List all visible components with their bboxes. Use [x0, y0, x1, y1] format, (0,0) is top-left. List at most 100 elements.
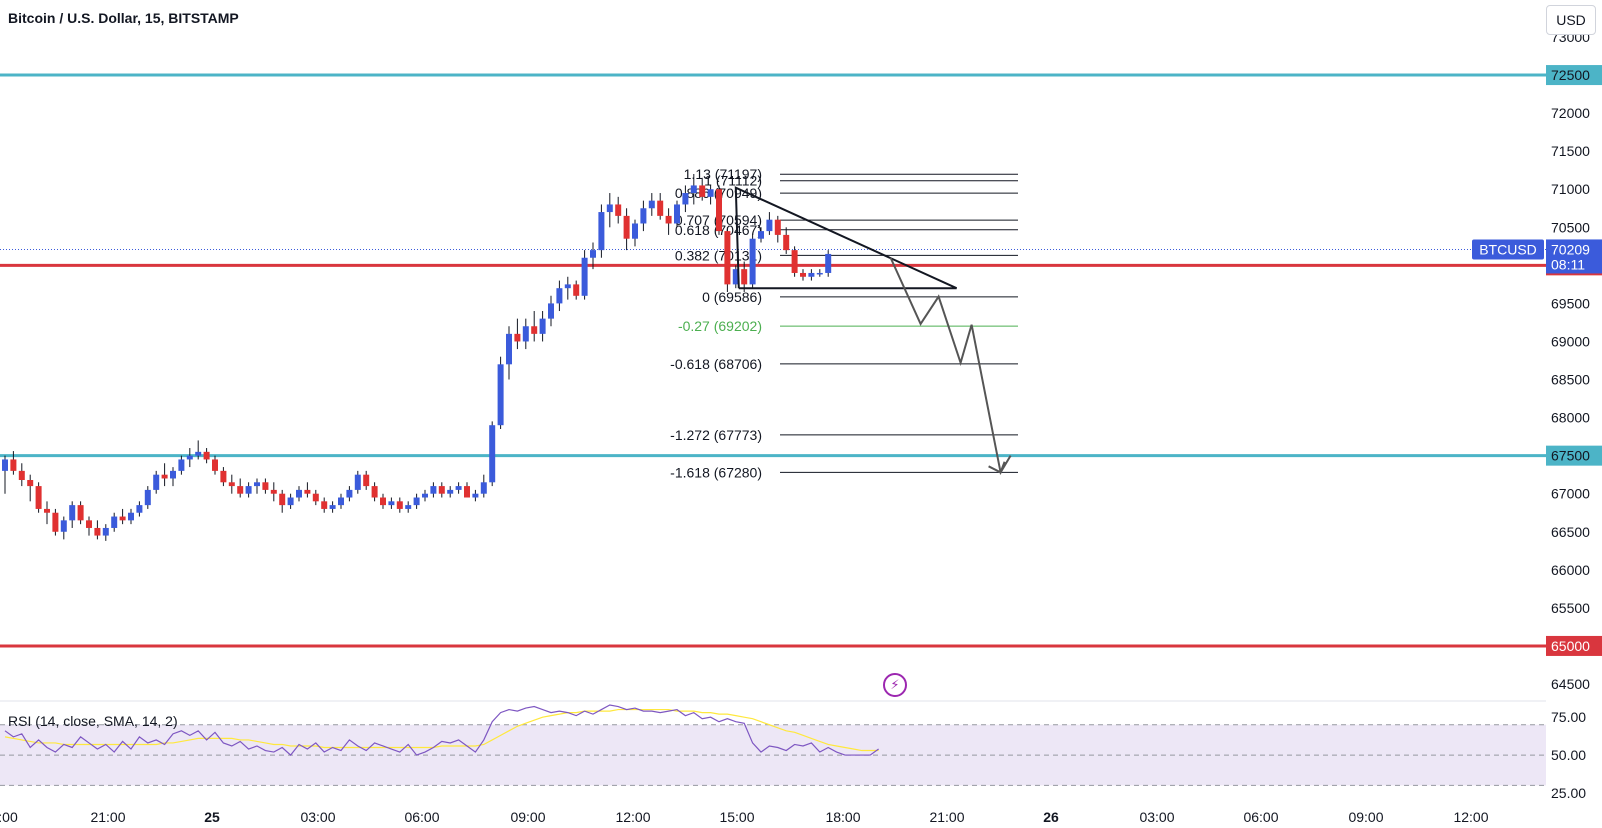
candle-body — [564, 284, 571, 289]
candle — [262, 478, 269, 494]
candle-body — [766, 219, 773, 232]
candle-body — [380, 497, 386, 506]
candle-body — [144, 489, 151, 506]
candle — [598, 204, 605, 258]
candle — [707, 185, 714, 205]
price-tick-label: 69500 — [1551, 295, 1590, 311]
candle — [632, 219, 638, 247]
candle-body — [758, 231, 764, 239]
candle-body — [119, 516, 126, 521]
candle — [522, 318, 529, 350]
candle-body — [329, 505, 336, 509]
candle-body — [682, 193, 689, 205]
candle — [338, 493, 344, 509]
candle — [94, 520, 101, 540]
candle — [648, 193, 655, 216]
fib-label-5: 0.382 (70131) — [675, 247, 762, 263]
candle — [489, 421, 496, 487]
candle — [380, 493, 386, 509]
rsi-label: RSI (14, close, SMA, 14, 2) — [8, 713, 178, 729]
candle-body — [648, 200, 655, 209]
candle-body — [581, 257, 588, 296]
price-tick-label: 70500 — [1551, 219, 1590, 235]
candle-body — [808, 272, 815, 277]
projection-path[interactable] — [889, 257, 1012, 476]
candle — [783, 227, 790, 254]
time-tick-label: 09:00 — [510, 809, 545, 825]
time-tick-label: 12:00 — [615, 809, 650, 825]
candle-body — [363, 474, 370, 487]
candle-body — [18, 470, 25, 481]
candle-body — [35, 486, 42, 509]
candle-body — [749, 238, 756, 285]
level-tag-65000: 65000 — [1546, 635, 1602, 656]
triangle-pattern[interactable] — [734, 186, 958, 290]
candle-body — [354, 474, 361, 490]
time-tick-label: :00 — [0, 809, 18, 825]
projection-arrowhead — [988, 461, 1006, 474]
candle-body — [741, 269, 748, 285]
candle-body — [640, 208, 647, 224]
candle — [623, 208, 630, 251]
candle-body — [825, 253, 832, 273]
candle-body — [178, 459, 185, 471]
price-tick-label: 71500 — [1551, 143, 1590, 159]
candle — [128, 508, 134, 525]
level-tag-text: 72500 — [1551, 67, 1590, 83]
fib-label-0: 1.13 (71197) — [684, 166, 762, 182]
candle — [438, 482, 445, 498]
price-tick-label: 68500 — [1551, 372, 1590, 388]
candle — [321, 497, 328, 513]
candle-body — [783, 234, 790, 251]
candle-body — [514, 333, 521, 342]
lightning-icon[interactable]: ⚡ — [883, 673, 907, 697]
candle-body — [321, 501, 328, 509]
price-tick-label: 65500 — [1551, 600, 1590, 616]
candle-body — [690, 185, 697, 194]
candle — [136, 501, 143, 517]
candle — [304, 482, 311, 498]
candle — [791, 246, 798, 277]
candle-body — [816, 272, 823, 275]
candle — [573, 280, 580, 300]
candle — [287, 493, 294, 509]
candle-body — [438, 486, 445, 494]
candle-body — [304, 489, 311, 494]
candle-body — [111, 516, 118, 528]
candle — [539, 311, 546, 342]
candle-body — [422, 493, 428, 498]
symbol-tag: BTCUSD — [1472, 239, 1544, 260]
candle — [606, 193, 613, 228]
candle — [564, 276, 571, 300]
last-price-bg — [1546, 239, 1602, 274]
candle-body — [10, 459, 17, 471]
time-tick-label: 26 — [1043, 809, 1059, 825]
candle — [724, 227, 731, 292]
candle-body — [573, 284, 580, 296]
candle-body — [77, 505, 84, 521]
candle-body — [732, 269, 739, 285]
candle — [296, 486, 302, 502]
candle-body — [447, 489, 454, 494]
candle-body — [489, 425, 496, 483]
level-tag-bg — [1546, 65, 1602, 86]
currency-button[interactable]: USD — [1546, 5, 1596, 35]
candle — [346, 486, 353, 502]
candle-body — [774, 219, 781, 235]
horizontal-levels — [0, 73, 1546, 648]
candle-body — [296, 489, 302, 498]
candle — [758, 227, 764, 243]
candle-body — [800, 272, 806, 277]
candle-body — [312, 493, 319, 502]
rsi-line — [4, 704, 879, 756]
time-tick-label: 12:00 — [1453, 809, 1488, 825]
candle-body — [472, 493, 479, 498]
candle-body — [615, 204, 622, 216]
candle — [186, 448, 193, 468]
level-tag-bg — [1546, 635, 1602, 656]
candle-body — [371, 486, 378, 498]
candle-body — [195, 451, 202, 456]
price-tick-label: 71000 — [1551, 181, 1590, 197]
